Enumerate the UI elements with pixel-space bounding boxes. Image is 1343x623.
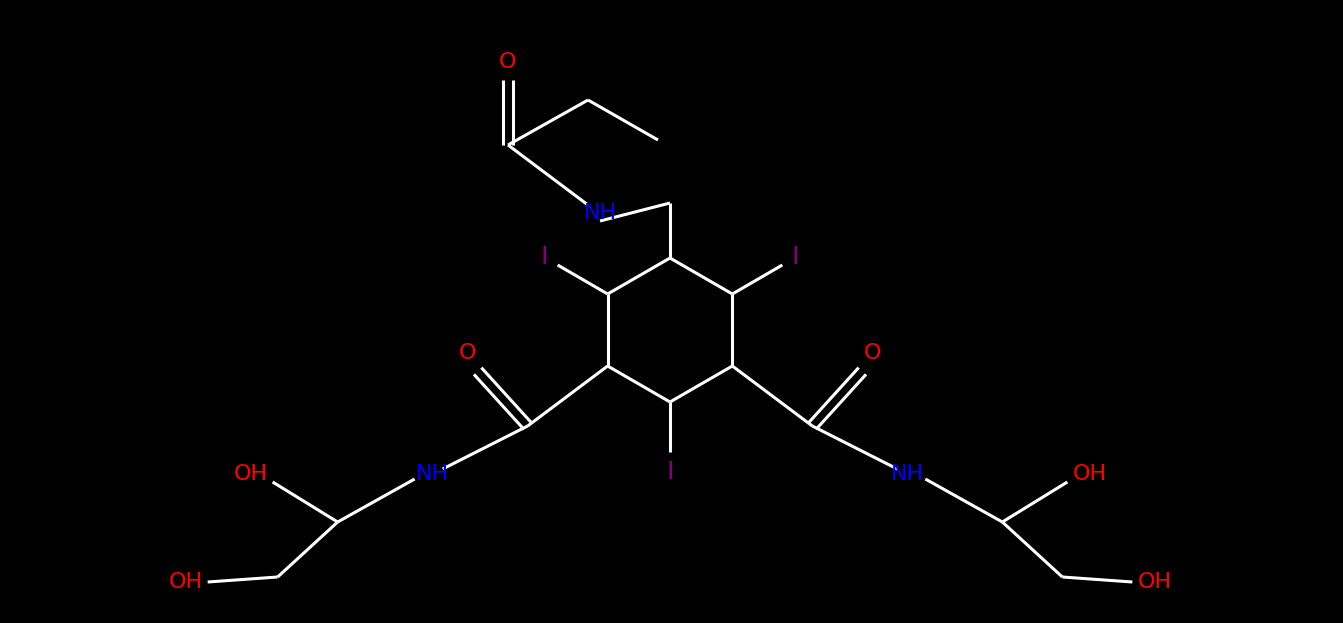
Text: OH: OH	[234, 464, 267, 484]
Text: NH: NH	[583, 203, 616, 223]
Text: OH: OH	[1072, 464, 1107, 484]
Text: OH: OH	[169, 572, 203, 592]
Text: I: I	[666, 460, 674, 484]
Text: I: I	[791, 245, 799, 269]
Text: NH: NH	[890, 464, 924, 484]
Text: NH: NH	[416, 464, 449, 484]
Text: O: O	[459, 343, 477, 363]
Text: I: I	[541, 245, 548, 269]
Text: O: O	[864, 343, 881, 363]
Text: O: O	[500, 52, 517, 72]
Text: OH: OH	[1138, 572, 1171, 592]
